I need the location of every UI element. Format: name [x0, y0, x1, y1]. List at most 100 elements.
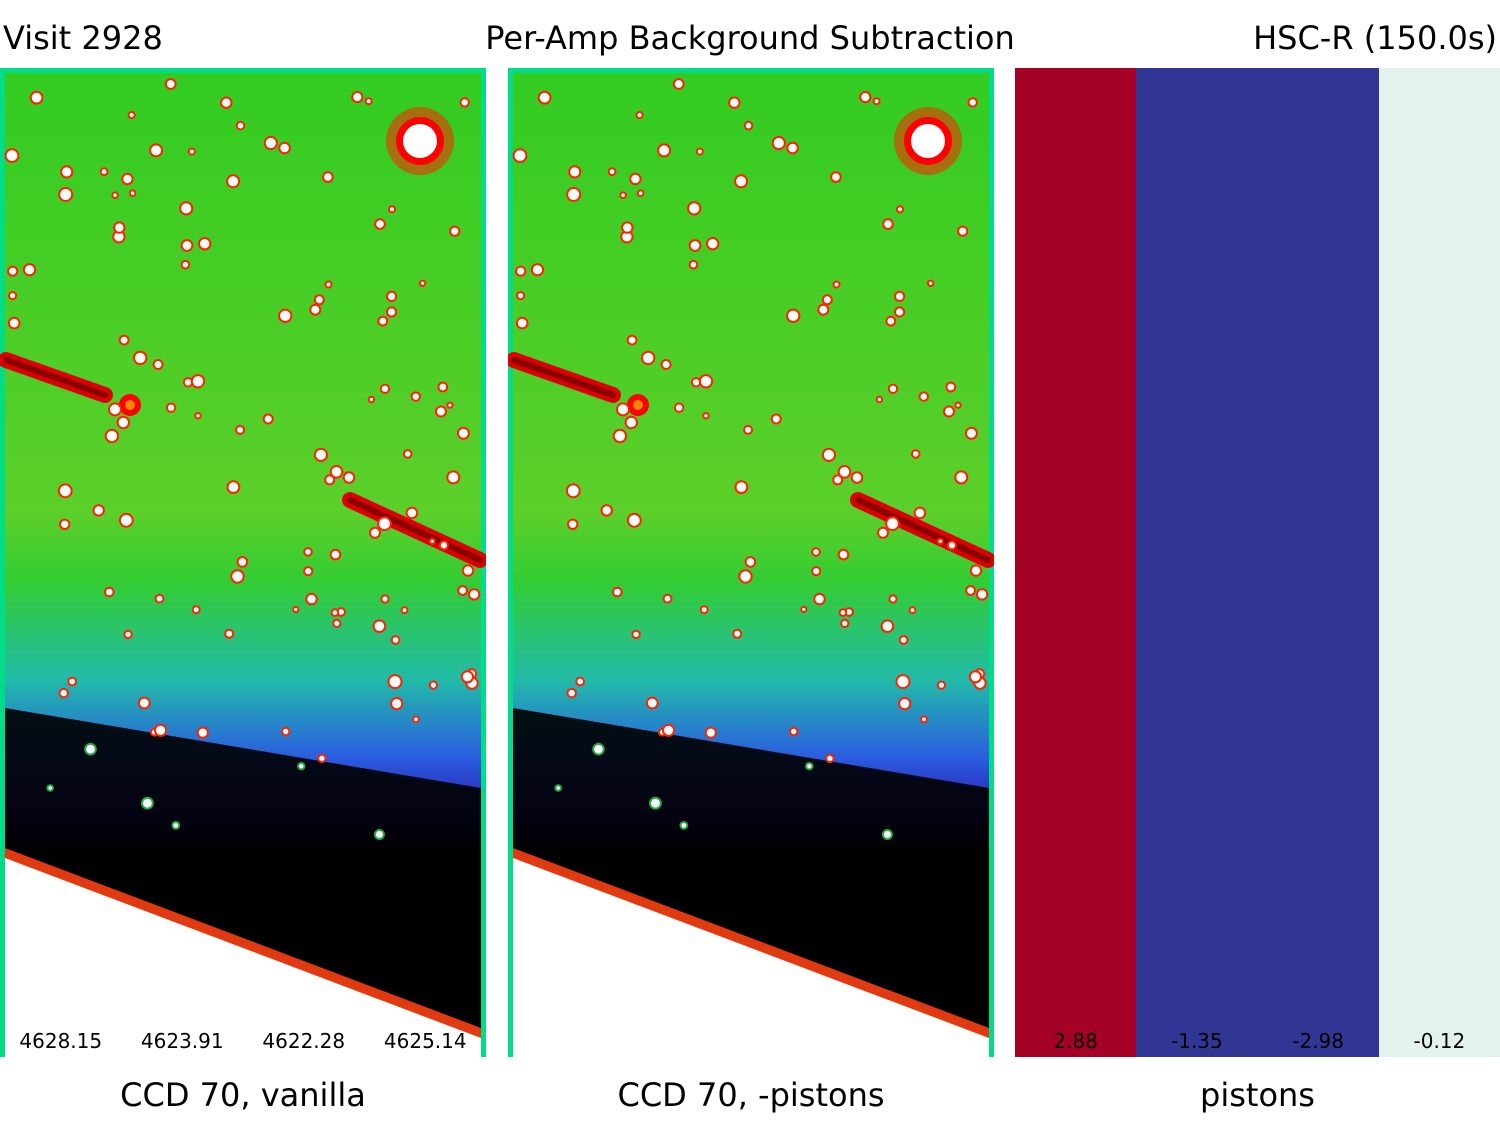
star — [437, 407, 445, 416]
star — [6, 150, 18, 161]
star — [151, 145, 162, 156]
star — [324, 173, 332, 181]
satellite-streak-core — [347, 497, 483, 563]
star — [681, 823, 687, 828]
star — [113, 193, 117, 197]
star — [637, 113, 642, 118]
star — [135, 352, 146, 364]
piston-value: -2.98 — [1292, 1029, 1344, 1053]
star — [971, 566, 981, 575]
star — [331, 467, 342, 477]
star — [569, 520, 577, 528]
star — [315, 296, 323, 304]
star — [890, 596, 896, 602]
star — [305, 568, 312, 575]
star — [701, 607, 707, 613]
star — [404, 451, 411, 457]
star — [10, 293, 16, 299]
star — [746, 558, 755, 566]
star — [228, 482, 239, 492]
amp-value: 4628.15 — [19, 1029, 103, 1053]
star — [517, 267, 525, 275]
ccd-image-vanilla: 4628.15 4623.91 4622.28 4625.14 — [0, 68, 486, 1057]
star — [839, 550, 848, 559]
star — [697, 149, 702, 154]
star — [628, 336, 636, 344]
star — [94, 506, 103, 515]
star — [773, 137, 784, 149]
amp-value: 4625.14 — [383, 1029, 467, 1053]
star — [129, 113, 134, 118]
star — [392, 637, 399, 643]
star — [184, 379, 192, 386]
star — [638, 191, 643, 195]
star — [690, 241, 700, 250]
star — [459, 587, 466, 594]
star — [143, 798, 152, 808]
star — [375, 831, 383, 838]
star — [736, 176, 747, 187]
star — [897, 207, 903, 212]
piston-value: -1.35 — [1171, 1029, 1223, 1053]
star — [819, 305, 828, 314]
star — [280, 310, 291, 321]
star — [882, 621, 893, 631]
star — [60, 189, 72, 200]
ccd-image-vanilla-render — [0, 68, 486, 1057]
amp-value: 4622.28 — [262, 1029, 346, 1053]
star — [374, 621, 385, 631]
star — [928, 281, 933, 285]
star — [970, 672, 980, 682]
star — [402, 608, 407, 613]
star — [647, 698, 657, 708]
star — [388, 308, 396, 316]
star — [237, 426, 244, 433]
star — [237, 122, 244, 129]
star — [626, 417, 636, 428]
star — [448, 472, 459, 483]
star — [226, 630, 233, 637]
star — [369, 397, 374, 402]
star — [807, 764, 812, 769]
star — [690, 261, 697, 268]
star — [861, 93, 870, 102]
star — [193, 607, 199, 613]
star — [532, 265, 543, 275]
star — [238, 558, 247, 566]
star — [840, 610, 846, 615]
star — [125, 400, 135, 410]
star — [376, 220, 384, 228]
star — [938, 539, 942, 543]
star — [31, 92, 42, 103]
amp-values-vanilla: 4628.15 4623.91 4622.28 4625.14 — [0, 1029, 486, 1053]
star — [283, 728, 289, 735]
star — [344, 473, 354, 482]
star — [382, 596, 388, 602]
star — [198, 728, 207, 737]
star — [618, 404, 628, 415]
star — [628, 514, 640, 526]
star — [448, 403, 452, 407]
star — [379, 518, 390, 530]
star — [633, 631, 639, 638]
star — [912, 451, 919, 457]
star — [834, 282, 839, 287]
saturated-star — [403, 124, 437, 158]
star — [813, 549, 819, 555]
star — [846, 609, 852, 615]
star — [392, 699, 402, 709]
star — [48, 786, 52, 790]
star — [101, 169, 107, 175]
star — [125, 631, 131, 638]
star — [827, 755, 833, 762]
star — [469, 590, 479, 599]
star — [86, 744, 95, 754]
star — [514, 150, 526, 161]
star — [232, 571, 243, 582]
amp-values-pistons: 2.88 -1.35 -2.98 -0.12 — [1015, 1029, 1500, 1053]
star — [353, 93, 362, 102]
star — [120, 336, 128, 344]
star — [182, 261, 189, 268]
star — [200, 239, 210, 249]
panel-label-pistons-subtracted: CCD 70, -pistons — [617, 1076, 885, 1114]
